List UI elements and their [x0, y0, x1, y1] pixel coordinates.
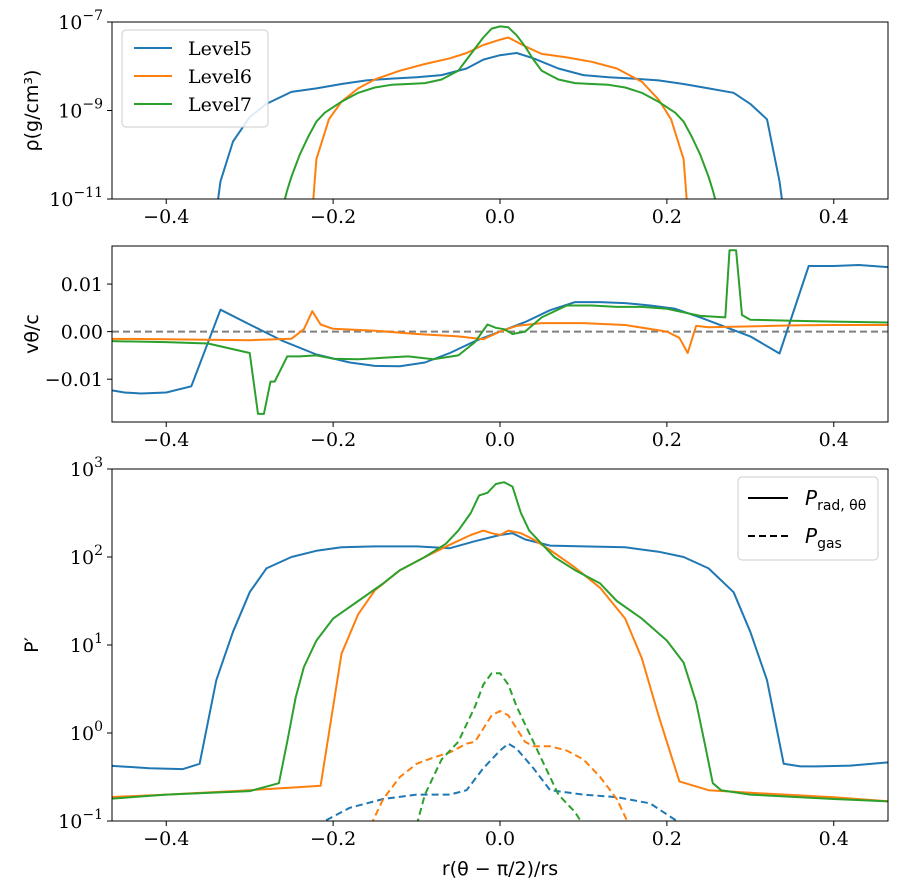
x-tick-label: −0.4	[143, 429, 189, 451]
legend-entry-label: Level5	[188, 38, 252, 60]
y-tick-label: 0.00	[61, 322, 103, 344]
series-level7-line	[112, 249, 888, 415]
y-tick-label: 0.01	[61, 274, 103, 296]
x-tick-label: 0.0	[485, 429, 515, 451]
legend: Prad, θθ Pgas	[737, 476, 879, 561]
series-level6-line	[112, 529, 888, 803]
series-level7-line	[283, 25, 717, 199]
y-tick-label: 102	[70, 543, 103, 569]
x-tick-label: 0.4	[819, 828, 849, 850]
series-level6-line	[112, 310, 888, 354]
x-tick-label: 0.4	[819, 429, 849, 451]
series-level5-line	[217, 52, 783, 199]
x-tick-label: 0.2	[652, 429, 682, 451]
density-panel: −0.4 −0.2 0.0 0.2 0.4 10−11 10−9 10−7 ρ(g/cm³) Le…	[21, 8, 889, 228]
y-tick-label: −0.01	[45, 369, 103, 391]
series-level7-line	[112, 481, 888, 803]
x-tick-label: −0.4	[143, 206, 189, 228]
x-tick-label: 0.4	[819, 206, 849, 228]
y-axis-label: vθ/c	[21, 314, 43, 354]
x-tick-label: 0.0	[485, 828, 515, 850]
series-level6-line	[312, 36, 688, 199]
y-tick-label: 101	[70, 631, 103, 657]
legend-entry-label: Pgas	[805, 524, 842, 552]
x-tick-label: −0.2	[310, 828, 356, 850]
y-axis-label: ρ(g/cm³)	[21, 70, 43, 152]
y-tick-label: 103	[70, 455, 103, 481]
legend-entry-label: Level6	[188, 66, 252, 88]
series-level5-line	[112, 532, 888, 771]
series-level7-gas-line	[416, 672, 582, 821]
y-axis-label: P′	[21, 637, 43, 653]
x-tick-label: −0.4	[143, 828, 189, 850]
series-level5-gas-line	[322, 742, 679, 821]
axes-frame	[111, 245, 889, 423]
series-level6-gas-line	[371, 710, 629, 821]
y-tick-label: 10−11	[49, 185, 103, 211]
pressure-panel: −0.4 −0.2 0.0 0.2 0.4 10−1 100 101 102 103 P′ r(θ −…	[21, 455, 889, 880]
y-tick-label: 100	[70, 719, 103, 745]
x-tick-label: −0.2	[310, 429, 356, 451]
legend-entry-label: Level7	[188, 94, 252, 116]
legend: Level5 Level6 Level7	[121, 29, 269, 128]
x-tick-label: −0.2	[310, 206, 356, 228]
x-tick-label: 0.0	[485, 206, 515, 228]
y-tick-label: 10−7	[58, 8, 103, 34]
y-tick-label: 10−1	[58, 807, 103, 833]
y-tick-label: 10−9	[58, 97, 103, 123]
x-tick-label: 0.2	[652, 206, 682, 228]
x-tick-label: 0.2	[652, 828, 682, 850]
legend-entry-label: Prad, θθ	[805, 486, 866, 514]
x-axis-label: r(θ − π/2)/rs	[442, 858, 558, 880]
